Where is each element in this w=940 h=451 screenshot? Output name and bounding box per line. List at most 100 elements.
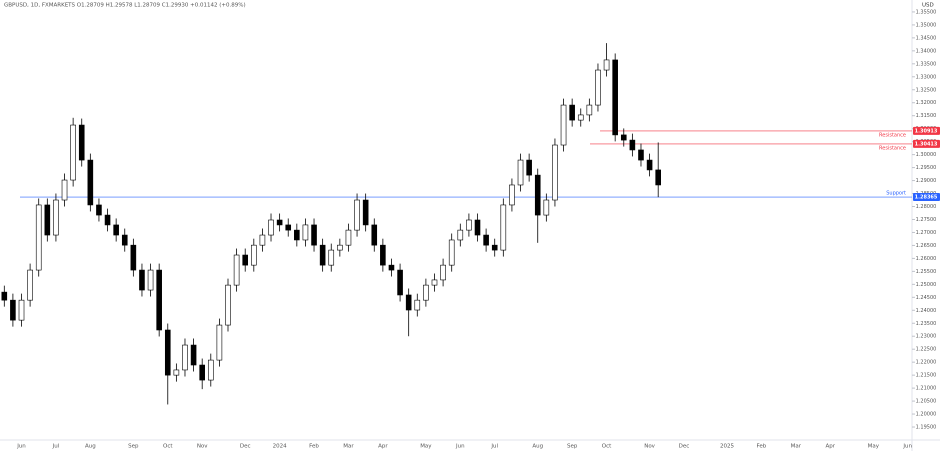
candle-body <box>96 204 102 216</box>
candle-body <box>190 344 197 366</box>
y-tick-label: 1.26000 <box>916 256 937 262</box>
candle-body <box>1 291 8 301</box>
candle-body <box>302 224 309 241</box>
y-tick-label: 1.25000 <box>916 282 937 288</box>
y-tick-label: 1.32000 <box>916 100 937 106</box>
candle-body <box>534 174 541 216</box>
candle-body <box>251 244 257 266</box>
candle-body <box>319 244 326 266</box>
candle-body <box>87 159 94 206</box>
x-tick-label: Jun <box>16 444 26 450</box>
candle-body <box>207 359 214 381</box>
candle-body <box>182 344 188 371</box>
price-tag-label: 1.30913 <box>915 128 938 134</box>
x-tick-label: Jun <box>455 444 465 450</box>
candle-body <box>362 199 369 226</box>
x-tick-label: Apr <box>378 444 388 450</box>
x-tick-label: Feb <box>757 444 767 450</box>
x-tick-label: Feb <box>309 444 319 450</box>
candle-body <box>53 199 59 236</box>
x-tick-label: Apr <box>826 444 836 450</box>
x-tick-label: Aug <box>85 444 96 450</box>
y-tick-label: 1.23500 <box>916 321 937 327</box>
y-tick-label: 1.33500 <box>916 61 937 67</box>
chart-title: GBPUSD, 1D, FXMARKETS O1.28709 H1.29578 … <box>4 3 246 9</box>
price-tag <box>913 139 940 148</box>
candle-body <box>638 149 644 161</box>
candle-body <box>285 224 292 231</box>
y-tick-label: 1.20500 <box>916 399 937 405</box>
y-tick-label: 1.35500 <box>916 9 937 15</box>
y-tick-label: 1.29000 <box>916 178 937 184</box>
candle-body <box>423 284 429 301</box>
candle-body <box>431 279 438 286</box>
candle-body <box>371 224 378 246</box>
price-tag-label: 1.28365 <box>915 195 938 201</box>
x-tick-label: May <box>868 444 880 450</box>
x-tick-label: May <box>420 444 432 450</box>
y-tick-label: 1.24500 <box>916 295 937 301</box>
candle-body <box>199 364 205 381</box>
y-tick-label: 1.34500 <box>916 35 937 41</box>
candle-body <box>233 254 240 286</box>
y-tick-label: 1.25500 <box>916 269 937 275</box>
x-tick-label: Mar <box>343 444 354 450</box>
candle-body <box>70 124 76 181</box>
candle-body <box>509 184 515 206</box>
candle-body <box>655 169 661 186</box>
candle-body <box>61 179 68 201</box>
candle-body <box>130 244 137 271</box>
price-tag-label: 1.30413 <box>915 141 938 147</box>
candle-body <box>311 224 317 246</box>
candle-body <box>474 219 481 236</box>
y-tick-label: 1.28000 <box>916 204 937 210</box>
x-tick-label: Aug <box>532 444 543 450</box>
candle-body <box>121 234 128 246</box>
candle-body <box>216 324 223 361</box>
level-label: Support <box>886 191 906 197</box>
candle-body <box>380 244 386 266</box>
candle-body <box>500 204 507 251</box>
y-tick-label: 1.22000 <box>916 360 937 366</box>
x-tick-label: Nov <box>644 444 655 450</box>
candle-body <box>18 299 25 321</box>
y-tick-label: 1.30000 <box>916 152 937 158</box>
x-tick-label: Dec <box>679 444 690 450</box>
candle-body <box>354 199 360 231</box>
candle-body <box>397 269 403 296</box>
y-tick-label: 1.33000 <box>916 74 937 80</box>
candle-body <box>164 329 171 376</box>
candle-body <box>268 219 274 236</box>
candle-body <box>294 229 300 241</box>
y-tick-label: 1.34000 <box>916 48 937 54</box>
x-tick-label: Jul <box>52 444 60 450</box>
candle-body <box>620 134 627 141</box>
y-tick-label: 1.21000 <box>916 386 937 392</box>
x-tick-label: Sep <box>128 444 139 450</box>
y-tick-label: 1.27500 <box>916 217 937 223</box>
candle-body <box>173 369 180 376</box>
candle-body <box>113 224 119 236</box>
candle-body <box>27 269 33 301</box>
candle-body <box>552 144 558 201</box>
candle-body <box>457 229 464 241</box>
candle-body <box>560 104 567 146</box>
candle-body <box>595 69 601 106</box>
candle-body <box>225 284 231 326</box>
candle-body <box>337 244 343 251</box>
x-tick-label: Oct <box>602 444 612 450</box>
y-tick-label: 1.26500 <box>916 243 937 249</box>
y-tick-label: 1.23000 <box>916 334 937 340</box>
candle-body <box>44 204 51 236</box>
candle-body <box>543 199 550 216</box>
candle-body <box>104 214 111 226</box>
candle-body <box>569 104 575 121</box>
candle-body <box>646 159 653 171</box>
x-tick-label: Jul <box>490 444 498 450</box>
level-label: Resistance <box>879 132 906 138</box>
candle-body <box>328 249 335 266</box>
candle-body <box>78 124 85 161</box>
x-tick-label: 2025 <box>720 444 734 450</box>
x-tick-label: Mar <box>791 444 802 450</box>
